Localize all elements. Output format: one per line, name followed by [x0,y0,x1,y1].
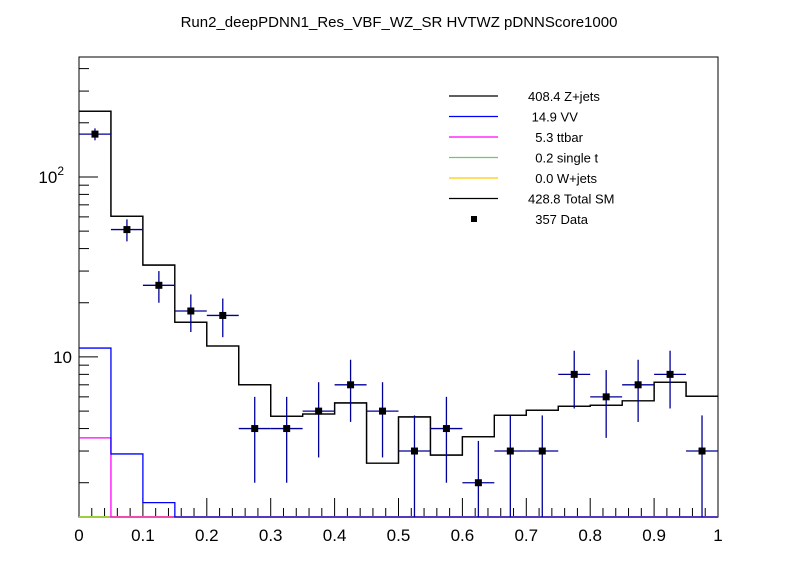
x-tick-label: 0.2 [195,526,219,545]
data-marker [283,425,291,433]
data-point [590,370,623,438]
data-point [398,415,431,517]
x-tick-label: 0 [74,526,83,545]
x-tick-label: 0.4 [323,526,347,545]
x-tick-label: 0.1 [131,526,155,545]
data-point [654,350,687,409]
x-tick-label: 0.6 [451,526,475,545]
data-marker [219,311,227,319]
legend-entry-ttbar: 5.3 ttbar [449,130,584,145]
x-tick-label: 0.3 [259,526,283,545]
legend-entry-vv: 14.9 VV [449,110,578,125]
data-marker [347,381,355,389]
data-point [302,382,335,458]
data-marker [538,447,546,455]
data-point [174,294,207,332]
legend-label: 408.4 Z+jets [528,89,600,104]
data-marker [91,130,99,138]
data-marker [155,281,163,289]
data-point [270,396,303,483]
x-tick-label: 0.8 [578,526,602,545]
data-marker [251,425,259,433]
data-marker [410,447,418,455]
legend-label: 5.3 ttbar [528,130,584,145]
legend-label: 357 Data [528,212,589,227]
legend: 408.4 Z+jets 14.9 VV 5.3 ttbar 0.2 singl… [449,89,614,227]
x-tick-label: 0.7 [514,526,538,545]
data-marker [634,381,642,389]
data-point [366,382,399,458]
legend-entry-single-t: 0.2 single t [449,151,598,166]
data-point [526,415,559,517]
data-point [494,415,527,517]
x-tick-label: 0.9 [642,526,666,545]
data-marker [123,226,131,234]
x-axis: 0 0.1 0.2 0.3 0.4 0.5 0.6 0.7 0.8 0.9 1 [74,498,723,545]
y-tick-label: 10 [53,348,72,367]
x-tick-label: 1 [713,526,722,545]
data-marker [666,370,674,378]
data-marker [506,447,514,455]
legend-entry-w-jets: 0.0 W+jets [449,171,597,186]
y-tick-label: 102 [38,164,64,187]
data-point [110,219,143,242]
chart-title: Run2_deepPDNN1_Res_VBF_WZ_SR HVTWZ pDNNS… [181,14,618,31]
legend-entry-total-sm: 428.8 Total SM [449,192,614,207]
data-marker [187,307,195,315]
data-marker [570,370,578,378]
data-marker [315,407,323,415]
legend-entry-z-jets: 408.4 Z+jets [449,89,600,104]
data-marker [442,425,450,433]
data-point [622,359,655,422]
histograms [79,110,718,518]
legend-label: 0.0 W+jets [528,171,597,186]
data-point [462,440,495,517]
legend-label: 14.9 VV [528,110,578,125]
legend-marker [471,216,477,222]
legend-label: 0.2 single t [528,151,598,166]
legend-entry-data: 357 Data [471,212,589,227]
hist-total-sm [79,110,718,464]
data-point [142,271,175,303]
hist-vv [79,347,718,518]
data-point [558,350,591,409]
data-point [206,298,239,338]
x-tick-label: 0.5 [387,526,411,545]
y-axis: 10 102 [38,68,98,484]
data-marker [474,479,482,487]
data-point [334,359,367,422]
data-point [238,396,271,483]
data-marker [379,407,387,415]
data-marker [698,447,706,455]
data-point [430,396,463,483]
legend-label: 428.8 Total SM [528,192,614,207]
data-marker [602,393,610,401]
data-point [686,415,718,517]
data-points [79,128,718,517]
data-point [79,128,111,141]
